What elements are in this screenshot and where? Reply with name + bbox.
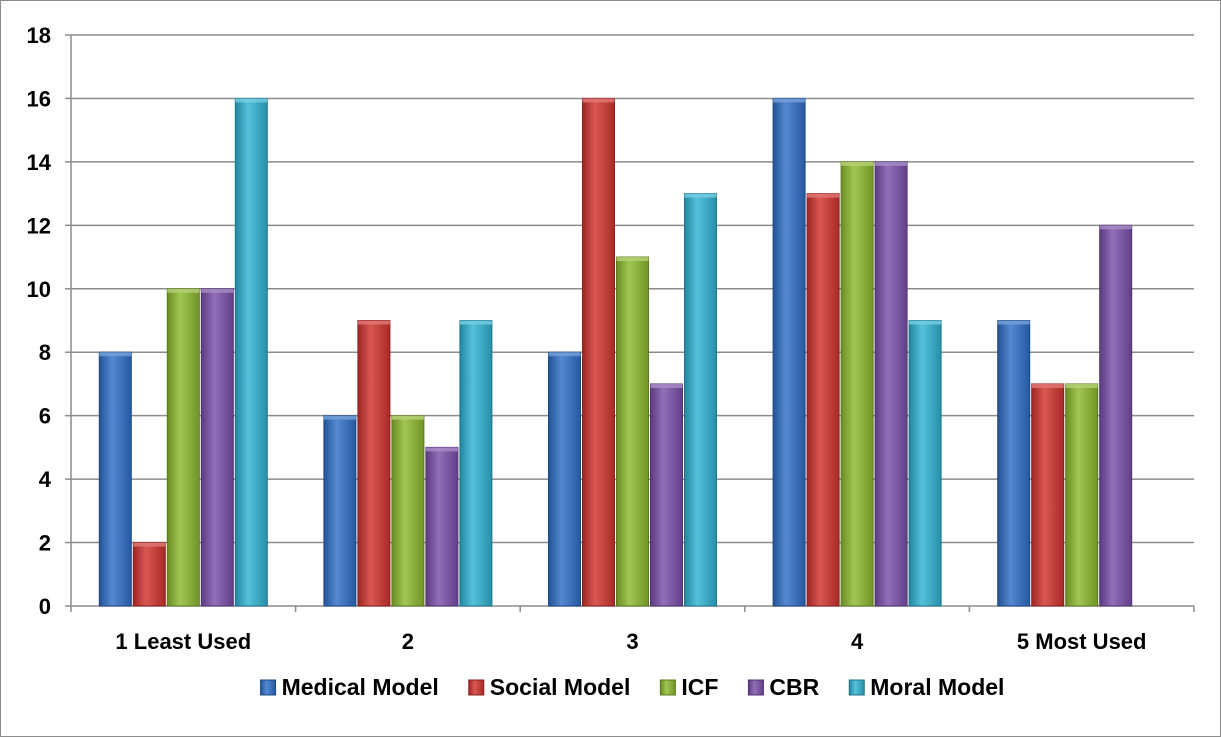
bar-highlight [1031, 383, 1064, 388]
legend-item-medical-model: Medical Model [260, 674, 439, 700]
bar-highlight [616, 257, 649, 262]
bar-highlight [201, 288, 234, 293]
legend-item-icf: ICF [659, 674, 718, 700]
y-tick-label: 14 [27, 150, 52, 175]
bar-medical-model-1 [98, 351, 132, 607]
bar-icf-2 [391, 415, 425, 607]
bar-highlight [1099, 225, 1132, 230]
bar-highlight [684, 193, 717, 198]
y-tick-label: 10 [27, 277, 51, 302]
legend-item-social-model: Social Model [468, 674, 631, 700]
bar-social-model-2 [357, 320, 391, 607]
bar-highlight [99, 352, 132, 357]
bar-highlight [167, 288, 200, 293]
bar-medical-model-5 [997, 320, 1031, 607]
bar-social-model-1 [132, 542, 166, 607]
legend-swatch [848, 679, 865, 696]
bar-highlight [235, 98, 268, 103]
y-tick-label: 4 [39, 467, 52, 492]
y-tick-label: 0 [39, 594, 51, 619]
bar-cbr-5 [1099, 224, 1133, 607]
bar-icf-5 [1065, 383, 1099, 607]
bar-medical-model-4 [772, 97, 806, 607]
bar-highlight [323, 415, 356, 420]
legend: Medical Model Social Model ICF CBR Moral Mod… [260, 674, 1004, 700]
bar-medical-model-3 [548, 351, 581, 607]
legend-label: Moral Model [870, 674, 1004, 700]
bars [98, 97, 1133, 607]
bar-cbr-4 [874, 161, 908, 607]
legend-item-cbr: CBR [747, 674, 820, 700]
x-category-label: 5 Most Used [1017, 629, 1147, 654]
bar-highlight [357, 320, 390, 325]
bar-medical-model-2 [323, 415, 357, 607]
bar-moral-model-2 [459, 320, 493, 607]
legend-label: ICF [681, 674, 718, 700]
bar-highlight [391, 415, 424, 420]
y-tick-label: 18 [27, 23, 51, 48]
bar-highlight [133, 542, 166, 547]
bar-highlight [459, 320, 492, 325]
legend-label: Social Model [490, 674, 631, 700]
y-axis-tick-labels: 0 2 4 6 8 10 12 14 16 18 [27, 23, 52, 619]
y-tick-label: 16 [27, 86, 51, 111]
x-category-label: 1 Least Used [115, 629, 251, 654]
x-category-label: 3 [626, 629, 638, 654]
bar-highlight [997, 320, 1030, 325]
bar-highlight [875, 161, 908, 166]
bar-highlight [807, 193, 840, 198]
legend-label: Medical Model [282, 674, 439, 700]
bar-icf-3 [616, 256, 649, 607]
legend-swatch [260, 679, 277, 696]
bar-highlight [425, 447, 458, 452]
legend-swatch [747, 679, 764, 696]
y-tick-label: 12 [27, 213, 51, 238]
bar-cbr-1 [200, 288, 234, 607]
y-tick-label: 8 [39, 340, 51, 365]
y-tick-label: 2 [39, 531, 51, 556]
x-category-label: 4 [851, 629, 864, 654]
bar-social-model-4 [806, 193, 840, 607]
x-axis-category-labels: 1 Least Used 2 3 4 5 Most Used [115, 629, 1146, 654]
bar-moral-model-4 [908, 320, 942, 607]
bar-moral-model-1 [234, 97, 268, 607]
bar-moral-model-3 [684, 193, 717, 607]
legend-swatch [659, 679, 676, 696]
bar-highlight [548, 352, 581, 357]
bar-icf-4 [840, 161, 874, 607]
legend-label: CBR [769, 674, 819, 700]
bar-cbr-2 [425, 446, 459, 607]
bar-highlight [909, 320, 942, 325]
bar-highlight [841, 161, 874, 166]
bar-highlight [773, 98, 806, 103]
bar-cbr-3 [650, 383, 683, 607]
bar-social-model-5 [1031, 383, 1065, 607]
bar-icf-1 [166, 288, 200, 607]
legend-swatch [468, 679, 485, 696]
x-category-label: 2 [402, 629, 414, 654]
bar-highlight [582, 98, 615, 103]
bar-highlight [650, 383, 683, 388]
bar-highlight [1065, 383, 1098, 388]
legend-item-moral-model: Moral Model [848, 674, 1004, 700]
bar-social-model-3 [582, 97, 615, 607]
y-tick-label: 6 [39, 404, 51, 429]
